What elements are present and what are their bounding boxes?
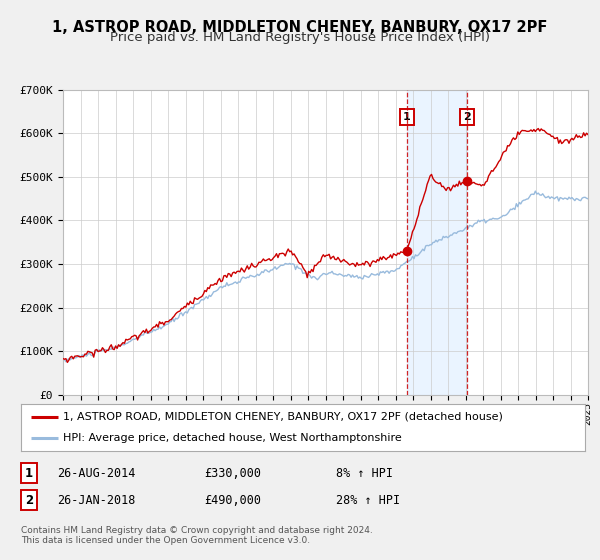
Text: 1: 1 — [25, 466, 33, 480]
Text: 8% ↑ HPI: 8% ↑ HPI — [336, 466, 393, 480]
Text: Price paid vs. HM Land Registry's House Price Index (HPI): Price paid vs. HM Land Registry's House … — [110, 31, 490, 44]
Text: 1, ASTROP ROAD, MIDDLETON CHENEY, BANBURY, OX17 2PF: 1, ASTROP ROAD, MIDDLETON CHENEY, BANBUR… — [52, 20, 548, 35]
Bar — [407, 90, 467, 395]
Text: HPI: Average price, detached house, West Northamptonshire: HPI: Average price, detached house, West… — [64, 433, 402, 444]
Text: 26-JAN-2018: 26-JAN-2018 — [57, 493, 136, 507]
Text: 1: 1 — [403, 112, 411, 122]
Text: 2: 2 — [463, 112, 470, 122]
Text: £330,000: £330,000 — [204, 466, 261, 480]
Text: This data is licensed under the Open Government Licence v3.0.: This data is licensed under the Open Gov… — [21, 536, 310, 545]
Text: 28% ↑ HPI: 28% ↑ HPI — [336, 493, 400, 507]
Text: 26-AUG-2014: 26-AUG-2014 — [57, 466, 136, 480]
Text: 1, ASTROP ROAD, MIDDLETON CHENEY, BANBURY, OX17 2PF (detached house): 1, ASTROP ROAD, MIDDLETON CHENEY, BANBUR… — [64, 412, 503, 422]
Text: Contains HM Land Registry data © Crown copyright and database right 2024.: Contains HM Land Registry data © Crown c… — [21, 526, 373, 535]
Text: 2: 2 — [25, 493, 33, 507]
Text: £490,000: £490,000 — [204, 493, 261, 507]
